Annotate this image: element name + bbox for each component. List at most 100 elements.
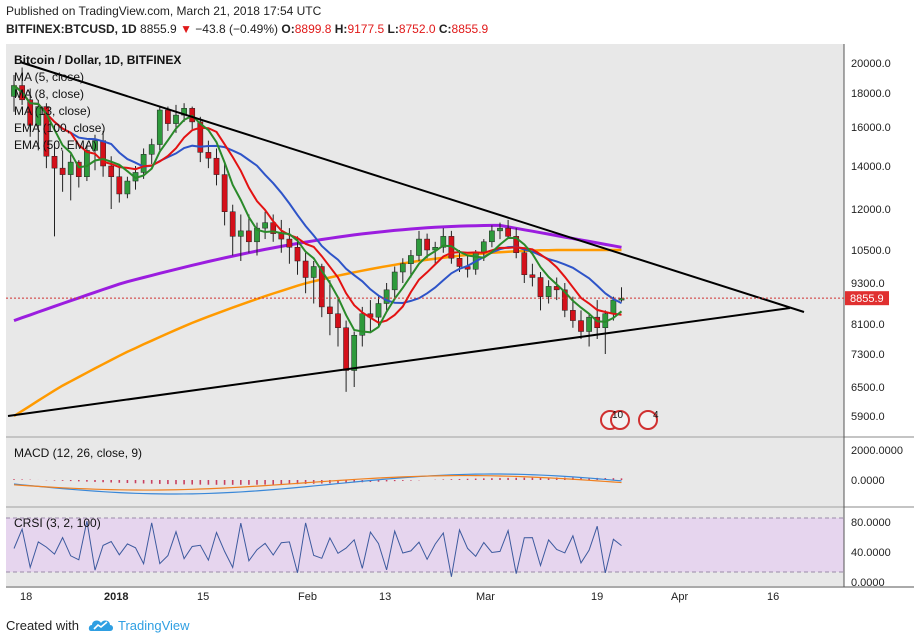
upper-trendline[interactable] <box>19 61 805 313</box>
event-badge-count: 10 <box>612 410 624 421</box>
candle[interactable] <box>505 219 511 240</box>
candle-body <box>27 99 34 126</box>
candle[interactable] <box>440 228 447 253</box>
price-tick: 12000.0 <box>851 204 891 216</box>
candle-body <box>570 310 576 321</box>
candle[interactable] <box>521 247 528 283</box>
close-value: 8855.9 <box>451 22 489 36</box>
candle[interactable] <box>351 331 358 388</box>
candle-body <box>140 154 147 173</box>
crsi-label[interactable]: CRSI (3, 2, 100) <box>14 516 101 530</box>
candle-body <box>343 327 349 371</box>
candle-body <box>75 161 82 177</box>
candle[interactable] <box>75 160 82 188</box>
candle[interactable] <box>513 228 520 259</box>
candle-body <box>610 299 617 315</box>
candle[interactable] <box>116 164 123 203</box>
candle[interactable] <box>262 211 268 240</box>
macd-label[interactable]: MACD (12, 26, close, 9) <box>14 446 142 460</box>
candle[interactable] <box>391 266 398 301</box>
candle[interactable] <box>124 176 131 199</box>
candle[interactable] <box>67 154 74 201</box>
candle[interactable] <box>148 138 155 165</box>
crsi-series <box>13 520 622 577</box>
candle[interactable] <box>399 258 406 283</box>
time-tick: Mar <box>476 591 495 603</box>
candle[interactable] <box>310 261 317 304</box>
macd-line[interactable] <box>13 473 622 495</box>
price-tick: 6500.0 <box>851 382 885 394</box>
ema50-line[interactable] <box>13 248 622 418</box>
price-tick: 10500.0 <box>851 245 891 257</box>
legend-ema50[interactable]: EMA (50, EMA) <box>14 138 97 152</box>
price-tick: 14000.0 <box>851 161 891 173</box>
high-value: 9177.5 <box>347 22 385 36</box>
crsi-tick: 40.0000 <box>851 547 891 559</box>
candle[interactable] <box>51 142 58 237</box>
candle-body <box>92 140 98 151</box>
signal-line[interactable] <box>13 474 622 491</box>
candle[interactable] <box>416 230 422 261</box>
candle[interactable] <box>497 222 503 240</box>
price-chart[interactable]: 8855.9 20000.0 18000.0 16000.0 14000.0 1… <box>0 40 914 608</box>
candle[interactable] <box>294 236 301 275</box>
candle[interactable] <box>424 233 430 259</box>
last-price-tag <box>845 291 889 306</box>
candle[interactable] <box>408 250 414 278</box>
candle-body <box>618 297 625 301</box>
candle-body <box>51 156 58 169</box>
candle-body <box>67 161 74 175</box>
candle[interactable] <box>489 225 495 248</box>
macd-series <box>13 473 623 495</box>
legend-ma13[interactable]: MA (13, close) <box>14 104 91 118</box>
event-badge[interactable]: 4 <box>638 410 659 430</box>
candle-body <box>456 258 463 267</box>
candle[interactable] <box>59 150 66 192</box>
ma8-line[interactable] <box>13 84 622 324</box>
chart-area[interactable]: 8855.9 20000.0 18000.0 16000.0 14000.0 1… <box>0 40 914 608</box>
candle[interactable] <box>561 283 568 318</box>
candle[interactable] <box>221 162 228 226</box>
candle[interactable] <box>618 287 625 302</box>
candle[interactable] <box>229 204 236 256</box>
candle[interactable] <box>237 214 244 261</box>
crsi-line[interactable] <box>13 520 622 577</box>
price-tick: 7300.0 <box>851 349 885 361</box>
legend-ma8[interactable]: MA (8, close) <box>14 87 84 101</box>
tradingview-brand[interactable]: TradingView <box>118 618 190 633</box>
candle[interactable] <box>578 310 584 339</box>
candle[interactable] <box>343 320 349 392</box>
candle[interactable] <box>27 88 34 137</box>
legend-ema100[interactable]: EMA (100, close) <box>14 121 105 135</box>
legend-ma5[interactable]: MA (5, close) <box>14 70 84 84</box>
candle-body <box>578 320 584 332</box>
candle-body <box>124 180 131 195</box>
candle[interactable] <box>92 134 98 171</box>
lower-trendline[interactable] <box>7 307 791 417</box>
candle[interactable] <box>327 280 333 336</box>
candle[interactable] <box>302 252 309 294</box>
candle[interactable] <box>383 283 390 311</box>
candle[interactable] <box>529 263 536 287</box>
candle-body <box>116 176 123 195</box>
candle[interactable] <box>156 106 163 151</box>
candle[interactable] <box>246 214 252 253</box>
candle-body <box>318 266 325 308</box>
event-badge[interactable]: 10 <box>600 410 630 430</box>
candle[interactable] <box>586 313 592 347</box>
candle[interactable] <box>35 99 42 151</box>
candle-body <box>108 165 115 177</box>
time-tick: 13 <box>379 591 391 603</box>
ma5-line[interactable] <box>13 84 623 334</box>
candle[interactable] <box>537 272 544 311</box>
candle-body <box>286 238 293 248</box>
candle[interactable] <box>140 148 147 179</box>
candle[interactable] <box>335 296 341 347</box>
last-price: 8855.9 <box>140 22 177 36</box>
candle-body <box>416 238 422 256</box>
candle[interactable] <box>213 148 220 186</box>
candle-body <box>165 109 171 124</box>
time-tick: Apr <box>671 591 688 603</box>
last-price-tag-label: 8855.9 <box>850 293 884 305</box>
candle[interactable] <box>545 280 552 304</box>
